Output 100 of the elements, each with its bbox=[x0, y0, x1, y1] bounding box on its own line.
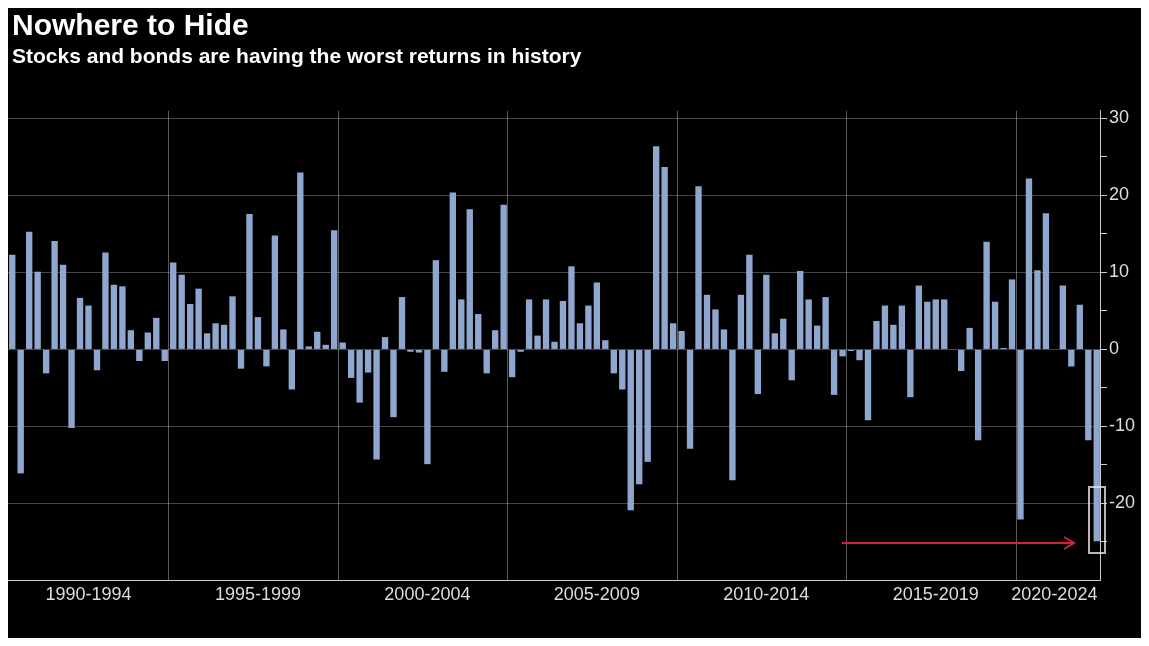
bar bbox=[974, 349, 982, 441]
bar bbox=[500, 204, 507, 349]
bar bbox=[805, 299, 812, 349]
bar bbox=[593, 282, 601, 349]
bar bbox=[34, 271, 41, 349]
bar bbox=[322, 344, 329, 349]
bar bbox=[890, 324, 897, 349]
bar bbox=[636, 349, 643, 485]
bar bbox=[9, 254, 16, 349]
bar bbox=[788, 349, 795, 381]
bar bbox=[356, 349, 363, 403]
bar bbox=[254, 317, 262, 349]
bar bbox=[339, 342, 346, 349]
bar bbox=[1034, 270, 1041, 349]
bar bbox=[619, 349, 626, 390]
bar bbox=[1059, 285, 1067, 349]
chart-subtitle: Stocks and bonds are having the worst returns in history bbox=[11, 43, 583, 69]
x-tick-label: 2005-2009 bbox=[553, 584, 640, 605]
y-tick-label: 20 bbox=[1108, 184, 1130, 205]
bar bbox=[449, 192, 456, 349]
bar bbox=[576, 323, 584, 349]
bar bbox=[229, 296, 236, 349]
bar bbox=[1068, 349, 1075, 367]
bar bbox=[958, 349, 965, 372]
bar bbox=[85, 305, 92, 349]
bar bbox=[415, 349, 423, 353]
bar bbox=[42, 349, 50, 374]
bar bbox=[136, 349, 143, 361]
bar bbox=[737, 294, 745, 349]
bar bbox=[127, 330, 135, 349]
bar bbox=[381, 337, 389, 349]
bar bbox=[102, 252, 109, 349]
bar bbox=[195, 288, 202, 349]
bar bbox=[305, 346, 312, 349]
bar bbox=[59, 264, 67, 349]
bar bbox=[881, 305, 889, 349]
bar bbox=[678, 330, 685, 349]
chart-title: Nowhere to Hide bbox=[11, 8, 250, 42]
bar bbox=[568, 266, 575, 349]
x-tick-label: 1995-1999 bbox=[214, 584, 301, 605]
bar bbox=[602, 340, 609, 349]
bar bbox=[271, 235, 279, 349]
bar bbox=[525, 299, 533, 349]
bar bbox=[1042, 213, 1050, 349]
bar bbox=[686, 349, 694, 449]
bar bbox=[941, 299, 948, 349]
bar bbox=[263, 349, 270, 367]
x-tick-label: 1990-1994 bbox=[45, 584, 132, 605]
bar bbox=[432, 260, 440, 349]
bar bbox=[161, 349, 168, 361]
bar bbox=[559, 300, 567, 349]
bar bbox=[398, 297, 406, 349]
bar bbox=[483, 349, 490, 374]
bar bbox=[966, 327, 973, 349]
bar bbox=[839, 349, 846, 357]
bar bbox=[542, 299, 550, 349]
bar bbox=[551, 341, 558, 349]
bar bbox=[932, 299, 939, 349]
bar bbox=[424, 349, 431, 465]
bar bbox=[51, 240, 58, 349]
bar bbox=[797, 270, 804, 349]
bar bbox=[331, 230, 338, 349]
bar bbox=[644, 349, 651, 462]
bar bbox=[390, 349, 397, 418]
bar bbox=[864, 349, 872, 421]
bar bbox=[610, 349, 617, 374]
y-tick-label: 0 bbox=[1108, 338, 1119, 359]
bar bbox=[466, 209, 473, 349]
bar bbox=[907, 349, 914, 398]
bar bbox=[830, 349, 838, 395]
bar bbox=[1093, 349, 1100, 542]
bar bbox=[856, 349, 863, 361]
bar bbox=[695, 186, 702, 349]
bar bbox=[991, 301, 999, 349]
bar bbox=[754, 349, 762, 395]
bar bbox=[441, 349, 448, 372]
bar bbox=[780, 318, 787, 349]
bar bbox=[280, 329, 287, 349]
y-tick-label: -10 bbox=[1108, 415, 1135, 436]
bar bbox=[186, 304, 194, 349]
bar bbox=[153, 317, 160, 349]
bar bbox=[771, 333, 778, 349]
bar bbox=[1076, 304, 1083, 349]
x-tick-label: 2010-2014 bbox=[723, 584, 810, 605]
bar bbox=[288, 349, 296, 390]
bar bbox=[703, 294, 711, 349]
bar bbox=[347, 349, 355, 378]
y-tick-label: -20 bbox=[1108, 492, 1135, 513]
x-tick-label: 2000-2004 bbox=[384, 584, 471, 605]
bar bbox=[492, 330, 499, 349]
bar bbox=[314, 331, 321, 349]
bar bbox=[1017, 349, 1024, 520]
bar bbox=[246, 213, 253, 349]
bar bbox=[898, 305, 906, 349]
bar bbox=[983, 241, 990, 349]
bar bbox=[373, 349, 380, 460]
bar bbox=[1008, 279, 1016, 349]
bar bbox=[76, 297, 84, 349]
bar bbox=[915, 285, 922, 349]
bar bbox=[669, 323, 677, 349]
